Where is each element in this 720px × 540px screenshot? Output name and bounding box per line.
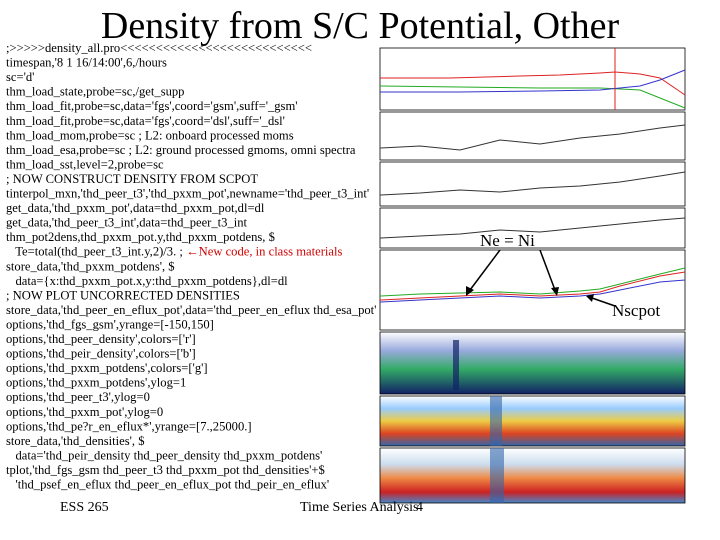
- spectrogram-feature: [490, 396, 502, 446]
- arrowhead: [466, 286, 474, 296]
- annotation: Nscpot: [612, 301, 660, 320]
- code-line: store_data,'thd_pxxm_potdens', $: [6, 259, 175, 273]
- code-line: options,'thd_pxxm_pot',ylog=0: [6, 405, 163, 419]
- code-line: get_data,'thd_peer_t3_int',data=thd_peer…: [6, 216, 248, 230]
- code-line: options,'thd_peer_density',colors=['r']: [6, 332, 196, 346]
- code-line: options,'thd_peir_density',colors=['b']: [6, 347, 196, 361]
- code-line: thm_load_fit,probe=sc,data='fgs',coord='…: [6, 99, 298, 113]
- code-line: data={x:thd_pxxm_pot.x,y:thd_pxxm_potden…: [6, 274, 288, 288]
- code-line: options,'thd_peer_t3',ylog=0: [6, 390, 150, 404]
- code-line: ; NOW PLOT UNCORRECTED DENSITIES: [6, 288, 240, 302]
- annotation: Ne = Ni: [480, 231, 535, 250]
- panel: [379, 47, 686, 111]
- code-line: thm_pot2dens,thd_pxxm_pot.y,thd_pxxm_pot…: [6, 230, 275, 244]
- code-line: options,'thd_fgs_gsm',yrange=[-150,150]: [6, 317, 214, 331]
- arrow: [539, 249, 556, 291]
- code-line: thm_load_state,probe=sc,/get_supp: [6, 85, 184, 99]
- code-text: options,'thd_peer_density',colors=['r']: [6, 332, 196, 346]
- code-text: tplot,'thd_fgs_gsm thd_peer_t3 thd_pxxm_…: [6, 463, 325, 477]
- code-block: ;>>>>>density_all.pro<<<<<<<<<<<<<<<<<<<…: [6, 41, 376, 492]
- code-note: ←New code, in class materials: [186, 245, 342, 259]
- trace: [379, 217, 686, 239]
- spectrogram-feature: [490, 448, 504, 503]
- code-text: thm_load_state,probe=sc,/get_supp: [6, 85, 184, 99]
- arrow: [591, 297, 616, 307]
- code-text: thm_load_mom,probe=sc ; L2: onboard proc…: [6, 128, 294, 142]
- code-text: store_data,'thd_peer_en_eflux_pot',data=…: [6, 303, 376, 317]
- code-text: data={x:thd_pxxm_pot.x,y:thd_pxxm_potden…: [6, 274, 288, 288]
- code-text: options,'thd_pxxm_pot',ylog=0: [6, 405, 163, 419]
- code-line: thm_load_mom,probe=sc ; L2: onboard proc…: [6, 128, 294, 142]
- code-line: get_data,'thd_pxxm_pot',data=thd_pxxm_po…: [6, 201, 265, 215]
- code-line: sc='d': [6, 70, 34, 84]
- code-text: thm_pot2dens,thd_pxxm_pot.y,thd_pxxm_pot…: [6, 230, 275, 244]
- code-text: Te=total(thd_peer_t3_int.y,2)/3. ;: [6, 245, 186, 259]
- code-text: thm_load_fit,probe=sc,data='fgs',coord='…: [6, 99, 298, 113]
- footer-topic: Time Series Analysis: [300, 500, 419, 515]
- panel: [379, 249, 686, 331]
- plot-stack: [379, 47, 686, 504]
- trace: [379, 267, 686, 297]
- code-line: 'thd_psef_en_eflux thd_peer_en_eflux_pot…: [6, 478, 329, 492]
- code-text: ;>>>>>density_all.pro<<<<<<<<<<<<<<<<<<<…: [6, 41, 312, 55]
- slide-title: Density from S/C Potential, Other: [101, 5, 620, 47]
- spectrogram: [379, 331, 686, 395]
- code-text: sc='d': [6, 70, 34, 84]
- code-text: timespan,'8 1 16/14:00',6,/hours: [6, 56, 167, 70]
- trace: [380, 69, 686, 93]
- code-text: store_data,'thd_densities', $: [6, 434, 145, 448]
- code-line: options,'thd_pxxm_potdens',colors=['g']: [6, 361, 208, 375]
- spectrogram-feature: [453, 340, 459, 390]
- code-text: options,'thd_peir_density',colors=['b']: [6, 347, 196, 361]
- footer-page: 4: [416, 500, 423, 515]
- code-text: get_data,'thd_pxxm_pot',data=thd_pxxm_po…: [6, 201, 265, 215]
- panel: [379, 111, 686, 161]
- arrowhead: [551, 287, 559, 296]
- code-text: thm_load_sst,level=2,probe=sc: [6, 157, 164, 171]
- trace: [379, 85, 686, 109]
- trace: [379, 171, 686, 196]
- code-line: tinterpol_mxn,'thd_peer_t3','thd_pxxm_po…: [6, 187, 369, 201]
- code-line: thm_load_fit,probe=sc,data='fgs',coord='…: [6, 114, 285, 128]
- trace: [379, 279, 686, 303]
- code-text: store_data,'thd_pxxm_potdens', $: [6, 259, 175, 273]
- code-text: options,'thd_peer_t3',ylog=0: [6, 390, 150, 404]
- panel: [379, 207, 686, 249]
- code-line: options,'thd_pxxm_potdens',ylog=1: [6, 376, 186, 390]
- code-line: store_data,'thd_peer_en_eflux_pot',data=…: [6, 303, 376, 317]
- arrows: [466, 249, 616, 307]
- code-line: ; NOW CONSTRUCT DENSITY FROM SCPOT: [6, 172, 258, 186]
- code-text: 'thd_psef_en_eflux thd_peer_en_eflux_pot…: [6, 478, 329, 492]
- code-line: ;>>>>>density_all.pro<<<<<<<<<<<<<<<<<<<…: [6, 41, 312, 55]
- code-text: tinterpol_mxn,'thd_peer_t3','thd_pxxm_po…: [6, 187, 369, 201]
- spectrogram: [379, 447, 686, 504]
- code-text: options,'thd_pxxm_potdens',ylog=1: [6, 376, 186, 390]
- code-line: options,'thd_pe?r_en_eflux*',yrange=[7.,…: [6, 419, 252, 433]
- code-line: thm_load_esa,probe=sc ; L2: ground proce…: [6, 143, 356, 157]
- code-line: thm_load_sst,level=2,probe=sc: [6, 157, 164, 171]
- code-text: ; NOW CONSTRUCT DENSITY FROM SCPOT: [6, 172, 258, 186]
- code-text: options,'thd_fgs_gsm',yrange=[-150,150]: [6, 317, 214, 331]
- arrow: [469, 249, 501, 291]
- code-line: data='thd_peir_density thd_peer_density …: [6, 448, 322, 462]
- code-text: thm_load_fit,probe=sc,data='fgs',coord='…: [6, 114, 285, 128]
- trace: [379, 124, 686, 151]
- code-text: data='thd_peir_density thd_peer_density …: [6, 448, 322, 462]
- trace: [379, 271, 686, 301]
- code-line: Te=total(thd_peer_t3_int.y,2)/3. ; ←New …: [6, 245, 342, 259]
- footer-course: ESS 265: [60, 500, 109, 515]
- code-text: get_data,'thd_peer_t3_int',data=thd_peer…: [6, 216, 248, 230]
- code-line: store_data,'thd_densities', $: [6, 434, 145, 448]
- spectrogram: [379, 395, 686, 447]
- trace: [380, 71, 686, 96]
- code-line: tplot,'thd_fgs_gsm thd_peer_t3 thd_pxxm_…: [6, 463, 325, 477]
- code-text: ; NOW PLOT UNCORRECTED DENSITIES: [6, 288, 240, 302]
- arrowhead: [586, 294, 594, 302]
- panel: [379, 161, 686, 207]
- code-text: thm_load_esa,probe=sc ; L2: ground proce…: [6, 143, 356, 157]
- code-line: timespan,'8 1 16/14:00',6,/hours: [6, 56, 167, 70]
- code-text: options,'thd_pxxm_potdens',colors=['g']: [6, 361, 208, 375]
- code-text: options,'thd_pe?r_en_eflux*',yrange=[7.,…: [6, 419, 252, 433]
